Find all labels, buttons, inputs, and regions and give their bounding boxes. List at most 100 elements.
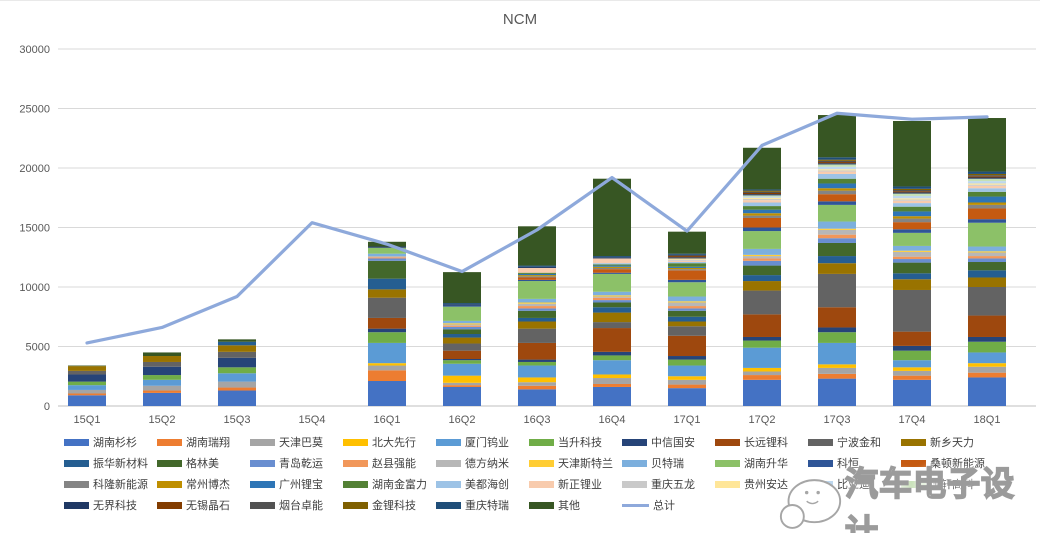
bar-segment — [593, 265, 631, 267]
legend-label: 宁波金和 — [837, 437, 881, 449]
bar-segment — [743, 209, 781, 214]
bar-segment — [68, 395, 106, 406]
bar-segment — [818, 332, 856, 343]
bar-segment — [218, 373, 256, 382]
bar-segment — [968, 183, 1006, 185]
legend-label: 青岛乾运 — [279, 458, 323, 470]
bar-segment — [143, 390, 181, 393]
bar-segment — [893, 367, 931, 371]
bar-segment — [743, 265, 781, 276]
bar-segment — [668, 267, 706, 270]
bar-segment — [968, 222, 1006, 247]
bar-segment — [893, 345, 931, 351]
bar-segment — [518, 377, 556, 383]
legend-item: 桑顿新能源 — [901, 456, 994, 470]
bar-segment — [818, 171, 856, 174]
bar-segment — [743, 375, 781, 380]
legend-swatch — [529, 459, 554, 467]
bar-segment — [818, 273, 856, 308]
legend-label: 湖南瑞翔 — [186, 437, 230, 449]
legend-label: 长远锂科 — [744, 437, 788, 449]
bar-segment — [443, 386, 481, 406]
legend-label: 格林美 — [186, 458, 219, 470]
bar-segment — [518, 317, 556, 322]
bar-segment — [368, 253, 406, 257]
bar-segment — [143, 356, 181, 362]
bar-segment — [143, 392, 181, 406]
bar-segment — [893, 232, 931, 246]
y-tick-label: 0 — [44, 401, 50, 413]
bar-segment — [443, 325, 481, 327]
bar-segment — [443, 382, 481, 386]
x-tick-label: 16Q4 — [599, 414, 626, 426]
bar-segment — [968, 341, 1006, 353]
bar-segment — [368, 247, 406, 254]
legend-swatch — [343, 501, 368, 509]
bar-segment — [818, 170, 856, 172]
legend-swatch — [715, 459, 740, 467]
bar-segment — [668, 263, 706, 267]
bar-segment — [968, 202, 1006, 205]
bar-segment — [518, 382, 556, 386]
bar-segment — [743, 260, 781, 266]
bar-segment — [368, 370, 406, 382]
legend-item: 湖南杉杉 — [64, 435, 157, 449]
y-tick-label: 25000 — [19, 104, 50, 116]
bar-segment — [68, 374, 106, 382]
bar-segment — [143, 379, 181, 386]
bar-segment — [818, 373, 856, 379]
bar-segment — [668, 376, 706, 380]
legend-item: 天津斯特兰 — [529, 456, 622, 470]
bar-segment — [743, 196, 781, 198]
bar-segment — [593, 351, 631, 356]
bar-segment — [818, 173, 856, 179]
bar-segment — [818, 367, 856, 374]
x-tick-label: 17Q4 — [899, 414, 926, 426]
bar-segment — [968, 181, 1006, 184]
legend-swatch — [622, 459, 647, 467]
bar-segment — [968, 372, 1006, 378]
bar-segment — [818, 164, 856, 167]
legend-label: 重庆五龙 — [651, 479, 695, 491]
chart-title: NCM — [502, 11, 538, 28]
legend-item: 格林美 — [157, 456, 250, 470]
legend-label: 振华新材料 — [93, 458, 148, 470]
bar-segment — [368, 297, 406, 318]
legend-label: 总计 — [653, 500, 675, 512]
legend-swatch — [157, 501, 182, 509]
y-tick-label: 10000 — [19, 282, 50, 294]
bar-segment — [893, 222, 931, 230]
bar-segment — [818, 307, 856, 328]
legend-label: 新正锂业 — [558, 479, 602, 491]
legend-item: 国轩高科 — [901, 477, 994, 491]
legend-item: 振华新材料 — [64, 456, 157, 470]
bar-segment — [668, 356, 706, 360]
bar-segment — [518, 385, 556, 390]
legend-swatch — [901, 480, 926, 488]
bar-segment — [443, 337, 481, 344]
bar-segment — [443, 343, 481, 351]
bar-segment — [368, 246, 406, 248]
bar-segment — [668, 335, 706, 357]
bar-segment — [893, 203, 931, 207]
bar-segment — [893, 331, 931, 346]
bar-segment — [593, 378, 631, 384]
legend-swatch — [64, 480, 89, 488]
bar-segment — [893, 190, 931, 192]
x-tick-label: 16Q2 — [449, 414, 476, 426]
bar-segment — [443, 358, 481, 361]
legend-item: 其他 — [529, 498, 622, 512]
bar-segment — [968, 258, 1006, 263]
bar-segment — [968, 219, 1006, 223]
bar-segment — [743, 379, 781, 406]
legend-item: 青岛乾运 — [250, 456, 343, 470]
bar-segment — [218, 339, 256, 342]
legend-item: 湖南升华 — [715, 456, 808, 470]
bar-segment — [743, 215, 781, 218]
bar-segment — [518, 321, 556, 329]
bar-segment — [893, 350, 931, 361]
bar-segment — [518, 267, 556, 273]
bar-segment — [443, 329, 481, 335]
bar-segment — [593, 272, 631, 274]
bar-segment — [818, 160, 856, 163]
